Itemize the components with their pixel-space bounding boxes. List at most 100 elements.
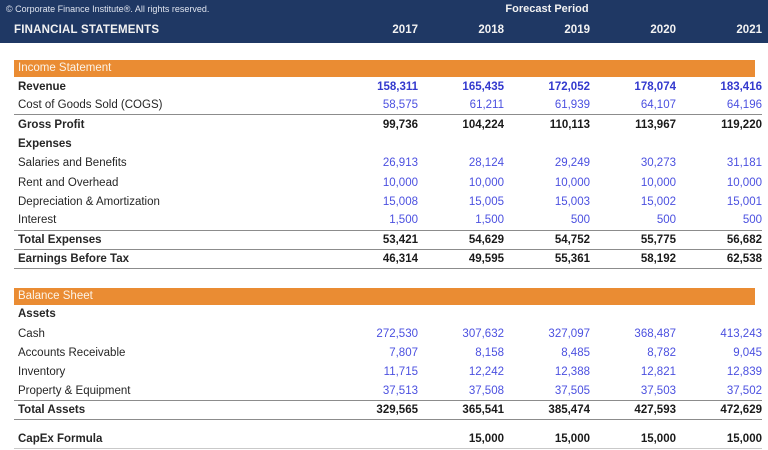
value-cell[interactable]: 178,074 — [634, 80, 676, 93]
row-label: Inventory — [18, 366, 66, 379]
section-header-income-statement: Income Statement — [14, 60, 755, 77]
value-cell[interactable]: 272,530 — [376, 327, 418, 340]
value-cell[interactable]: 172,052 — [548, 80, 590, 93]
value-cell[interactable]: 30,273 — [640, 157, 676, 170]
year-header-2017: 2017 — [392, 24, 418, 36]
value-cell[interactable]: 15,000 — [726, 433, 762, 446]
value-cell[interactable]: 104,224 — [462, 118, 504, 131]
value-cell[interactable]: 10,000 — [468, 176, 504, 189]
value-cell[interactable]: 15,008 — [382, 195, 418, 208]
table-row: Gross Profit 99,736 104,224 110,113 113,967 1… — [14, 115, 762, 134]
page-title: FINANCIAL STATEMENTS — [14, 24, 160, 36]
value-cell[interactable]: 12,242 — [468, 366, 504, 379]
value-cell[interactable]: 183,416 — [720, 80, 762, 93]
row-label: Assets — [18, 308, 56, 321]
value-cell[interactable]: 64,107 — [640, 99, 676, 112]
row-label: CapEx Formula — [18, 433, 103, 446]
value-cell[interactable]: 37,503 — [640, 384, 676, 397]
value-cell[interactable]: 385,474 — [548, 403, 590, 416]
value-cell[interactable]: 110,113 — [549, 118, 590, 131]
value-cell[interactable]: 99,736 — [382, 118, 418, 131]
value-cell[interactable]: 10,000 — [382, 176, 418, 189]
value-cell[interactable]: 12,821 — [640, 366, 676, 379]
row-label: Total Expenses — [18, 233, 102, 246]
value-cell[interactable]: 56,682 — [726, 233, 762, 246]
value-cell[interactable]: 10,000 — [726, 176, 762, 189]
value-cell[interactable]: 7,807 — [389, 346, 418, 359]
year-header-2020: 2020 — [650, 24, 676, 36]
value-cell[interactable]: 61,211 — [469, 99, 504, 112]
value-cell[interactable]: 8,158 — [475, 346, 504, 359]
value-cell[interactable]: 64,196 — [726, 99, 762, 112]
header-bar-top: © Corporate Finance Institute®. All righ… — [0, 0, 768, 17]
value-cell[interactable]: 58,575 — [382, 99, 418, 112]
row-label: Expenses — [18, 138, 72, 151]
value-cell[interactable]: 15,003 — [554, 195, 590, 208]
row-label: Salaries and Benefits — [18, 157, 127, 170]
value-cell[interactable]: 55,361 — [554, 252, 590, 265]
value-cell[interactable]: 327,097 — [548, 327, 590, 340]
value-cell[interactable]: 365,541 — [462, 403, 504, 416]
value-cell[interactable]: 37,508 — [468, 384, 504, 397]
value-cell[interactable]: 368,487 — [634, 327, 676, 340]
value-cell[interactable]: 11,715 — [383, 366, 418, 379]
value-cell[interactable]: 427,593 — [634, 403, 676, 416]
value-cell[interactable]: 10,000 — [640, 176, 676, 189]
header-bar-columns: FINANCIAL STATEMENTS 2017 2018 2019 2020 202… — [0, 17, 768, 45]
value-cell[interactable]: 472,629 — [720, 403, 762, 416]
financial-table: Income Statement Revenue 158,311 165,435 172… — [0, 60, 768, 450]
table-row: Revenue 158,311 165,435 172,052 178,074 183,4… — [14, 77, 762, 96]
value-cell[interactable]: 119,220 — [721, 118, 762, 131]
value-cell[interactable]: 54,752 — [554, 233, 590, 246]
copyright-text: © Corporate Finance Institute®. All righ… — [6, 3, 210, 14]
value-cell[interactable]: 29,249 — [554, 157, 590, 170]
row-label: Rent and Overhead — [18, 176, 119, 189]
value-cell[interactable]: 61,939 — [554, 99, 590, 112]
value-cell[interactable]: 113,967 — [635, 118, 676, 131]
value-cell[interactable]: 15,000 — [468, 433, 504, 446]
value-cell[interactable]: 413,243 — [720, 327, 762, 340]
value-cell[interactable]: 58,192 — [640, 252, 676, 265]
value-cell[interactable]: 28,124 — [468, 157, 504, 170]
value-cell[interactable]: 12,839 — [726, 366, 762, 379]
value-cell[interactable]: 1,500 — [475, 214, 504, 227]
value-cell[interactable]: 500 — [742, 214, 762, 227]
value-cell[interactable]: 55,775 — [640, 233, 676, 246]
value-cell[interactable]: 307,632 — [462, 327, 504, 340]
value-cell[interactable]: 37,502 — [726, 384, 762, 397]
value-cell[interactable]: 12,388 — [554, 366, 590, 379]
value-cell[interactable]: 10,000 — [554, 176, 590, 189]
row-label: Cost of Goods Sold (COGS) — [18, 99, 163, 112]
value-cell[interactable]: 329,565 — [376, 403, 418, 416]
section-header-balance-sheet: Balance Sheet — [14, 287, 755, 305]
table-row: Rent and Overhead 10,000 10,000 10,000 10,00… — [14, 173, 762, 192]
value-cell[interactable]: 53,421 — [382, 233, 418, 246]
value-cell[interactable]: 500 — [570, 214, 590, 227]
value-cell[interactable]: 26,913 — [382, 157, 418, 170]
value-cell[interactable]: 54,629 — [468, 233, 504, 246]
table-row: Earnings Before Tax 46,314 49,595 55,361 58,… — [14, 250, 762, 269]
value-cell[interactable]: 49,595 — [468, 252, 504, 265]
value-cell[interactable]: 165,435 — [462, 80, 504, 93]
value-cell[interactable]: 15,000 — [554, 433, 590, 446]
table-row: Total Expenses 53,421 54,629 54,752 55,775 56… — [14, 231, 762, 250]
value-cell[interactable]: 31,181 — [726, 157, 762, 170]
value-cell[interactable]: 37,505 — [554, 384, 590, 397]
table-row: Salaries and Benefits 26,913 28,124 29,249 3… — [14, 154, 762, 173]
value-cell[interactable]: 15,002 — [640, 195, 676, 208]
table-row: Depreciation & Amortization 15,008 15,005 1… — [14, 192, 762, 211]
value-cell[interactable]: 8,485 — [561, 346, 590, 359]
value-cell[interactable]: 8,782 — [647, 346, 676, 359]
value-cell[interactable]: 37,513 — [382, 384, 418, 397]
value-cell[interactable]: 158,311 — [377, 80, 418, 93]
value-cell[interactable]: 62,538 — [726, 252, 762, 265]
value-cell[interactable]: 15,000 — [640, 433, 676, 446]
value-cell[interactable]: 1,500 — [389, 214, 418, 227]
value-cell[interactable]: 15,001 — [726, 195, 762, 208]
value-cell[interactable]: 500 — [656, 214, 676, 227]
table-row: Assets — [14, 305, 762, 324]
value-cell[interactable]: 9,045 — [733, 346, 762, 359]
value-cell[interactable]: 15,005 — [468, 195, 504, 208]
value-cell[interactable]: 46,314 — [382, 252, 418, 265]
table-row: Accounts Receivable 7,807 8,158 8,485 8,782 9… — [14, 343, 762, 362]
